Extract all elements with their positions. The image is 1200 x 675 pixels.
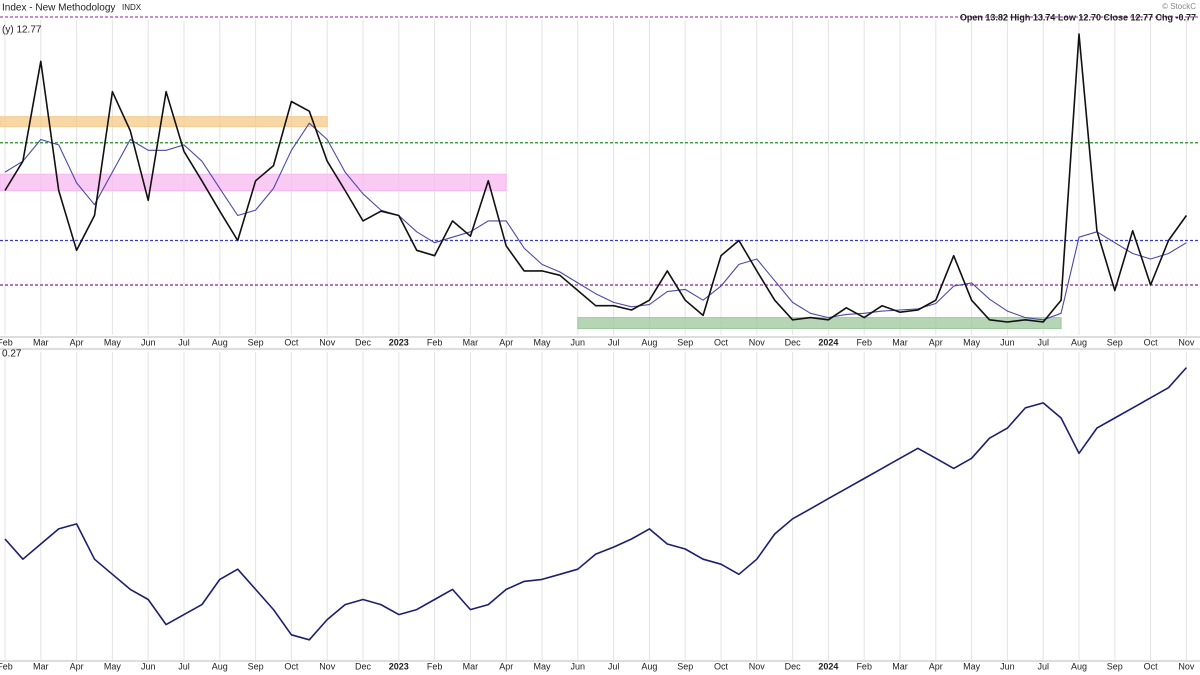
- x-tick-label: Jun: [571, 337, 586, 347]
- x-tick-label: Feb: [427, 337, 443, 347]
- x-tick-label: Aug: [641, 661, 657, 671]
- ohlc: Open 13.82 High 13.74 Low 12.70 Close 12…: [960, 12, 1196, 22]
- x-tick-label: Oct: [714, 661, 729, 671]
- x-tick-label: Mar: [33, 661, 49, 671]
- x-tick-label: Feb: [0, 661, 13, 671]
- x-tick-label: Aug: [212, 337, 228, 347]
- series-line: [4, 33, 1188, 323]
- x-tick-label: May: [963, 661, 981, 671]
- x-tick-label: Nov: [319, 661, 336, 671]
- chart-title: Index - New Methodology: [2, 3, 115, 14]
- x-tick-label: Mar: [463, 661, 479, 671]
- x-tick-label: Feb: [0, 337, 13, 347]
- x-tick-label: Sep: [677, 661, 693, 671]
- x-tick-label: Feb: [856, 661, 872, 671]
- symbol: INDX: [122, 3, 142, 12]
- watermark: © StockC: [1162, 2, 1196, 11]
- panel-label: (y) 12.77: [2, 25, 42, 36]
- x-tick-label: Sep: [248, 661, 264, 671]
- x-tick-label: May: [104, 661, 122, 671]
- x-tick-label: Nov: [749, 661, 766, 671]
- x-tick-label: Apr: [499, 337, 513, 347]
- x-tick-label: Sep: [1107, 661, 1123, 671]
- x-tick-label: Jul: [178, 337, 190, 347]
- x-tick-label: Aug: [1071, 661, 1087, 671]
- x-tick-label: Apr: [70, 337, 84, 347]
- x-tick-label: Sep: [248, 337, 264, 347]
- x-tick-label: Sep: [677, 337, 693, 347]
- x-tick-label: Feb: [856, 337, 872, 347]
- x-tick-label: Mar: [33, 337, 49, 347]
- series-line: [4, 122, 1187, 321]
- x-tick-label: Oct: [1144, 337, 1159, 347]
- x-tick-label: Jul: [1037, 661, 1049, 671]
- x-tick-label: Nov: [1178, 661, 1195, 671]
- x-tick-label: Jun: [1000, 661, 1015, 671]
- x-tick-label: 2023: [389, 337, 409, 347]
- x-tick-label: Oct: [1144, 661, 1159, 671]
- x-tick-label: Dec: [355, 337, 372, 347]
- x-tick-label: Jul: [1037, 337, 1049, 347]
- x-tick-label: Apr: [929, 661, 943, 671]
- x-tick-label: Oct: [284, 337, 299, 347]
- x-tick-label: Mar: [892, 661, 908, 671]
- x-tick-label: Jun: [571, 661, 586, 671]
- x-tick-label: Dec: [785, 661, 802, 671]
- x-tick-label: 2023: [389, 661, 409, 671]
- x-tick-label: May: [104, 337, 122, 347]
- x-tick-label: Jun: [1000, 337, 1015, 347]
- x-tick-label: Aug: [212, 661, 228, 671]
- x-tick-label: Jul: [608, 661, 620, 671]
- x-tick-label: Apr: [70, 661, 84, 671]
- x-tick-label: Aug: [1071, 337, 1087, 347]
- x-tick-label: Oct: [284, 661, 299, 671]
- x-tick-label: 2024: [818, 337, 838, 347]
- x-tick-label: Mar: [892, 337, 908, 347]
- x-tick-label: Dec: [355, 661, 372, 671]
- x-tick-label: Oct: [714, 337, 729, 347]
- panel-label: 0.27: [2, 349, 22, 360]
- x-tick-label: Jun: [141, 337, 156, 347]
- x-tick-label: Jul: [608, 337, 620, 347]
- x-tick-label: Nov: [749, 337, 766, 347]
- x-tick-label: Jun: [141, 661, 156, 671]
- x-tick-label: May: [963, 337, 981, 347]
- zone: [577, 317, 1062, 329]
- x-tick-label: Apr: [499, 661, 513, 671]
- x-tick-label: Apr: [929, 337, 943, 347]
- header: [0, 0, 1200, 16]
- x-tick-label: Nov: [1178, 337, 1195, 347]
- x-tick-label: Feb: [427, 661, 443, 671]
- x-tick-label: Mar: [463, 337, 479, 347]
- x-tick-label: Nov: [319, 337, 336, 347]
- zone: [0, 116, 328, 127]
- x-tick-label: Sep: [1107, 337, 1123, 347]
- x-tick-label: May: [533, 337, 551, 347]
- x-tick-label: Dec: [785, 337, 802, 347]
- x-tick-label: Jul: [178, 661, 190, 671]
- x-tick-label: Aug: [641, 337, 657, 347]
- x-tick-label: May: [533, 661, 551, 671]
- series-line: [4, 367, 1187, 641]
- x-tick-label: 2024: [818, 661, 838, 671]
